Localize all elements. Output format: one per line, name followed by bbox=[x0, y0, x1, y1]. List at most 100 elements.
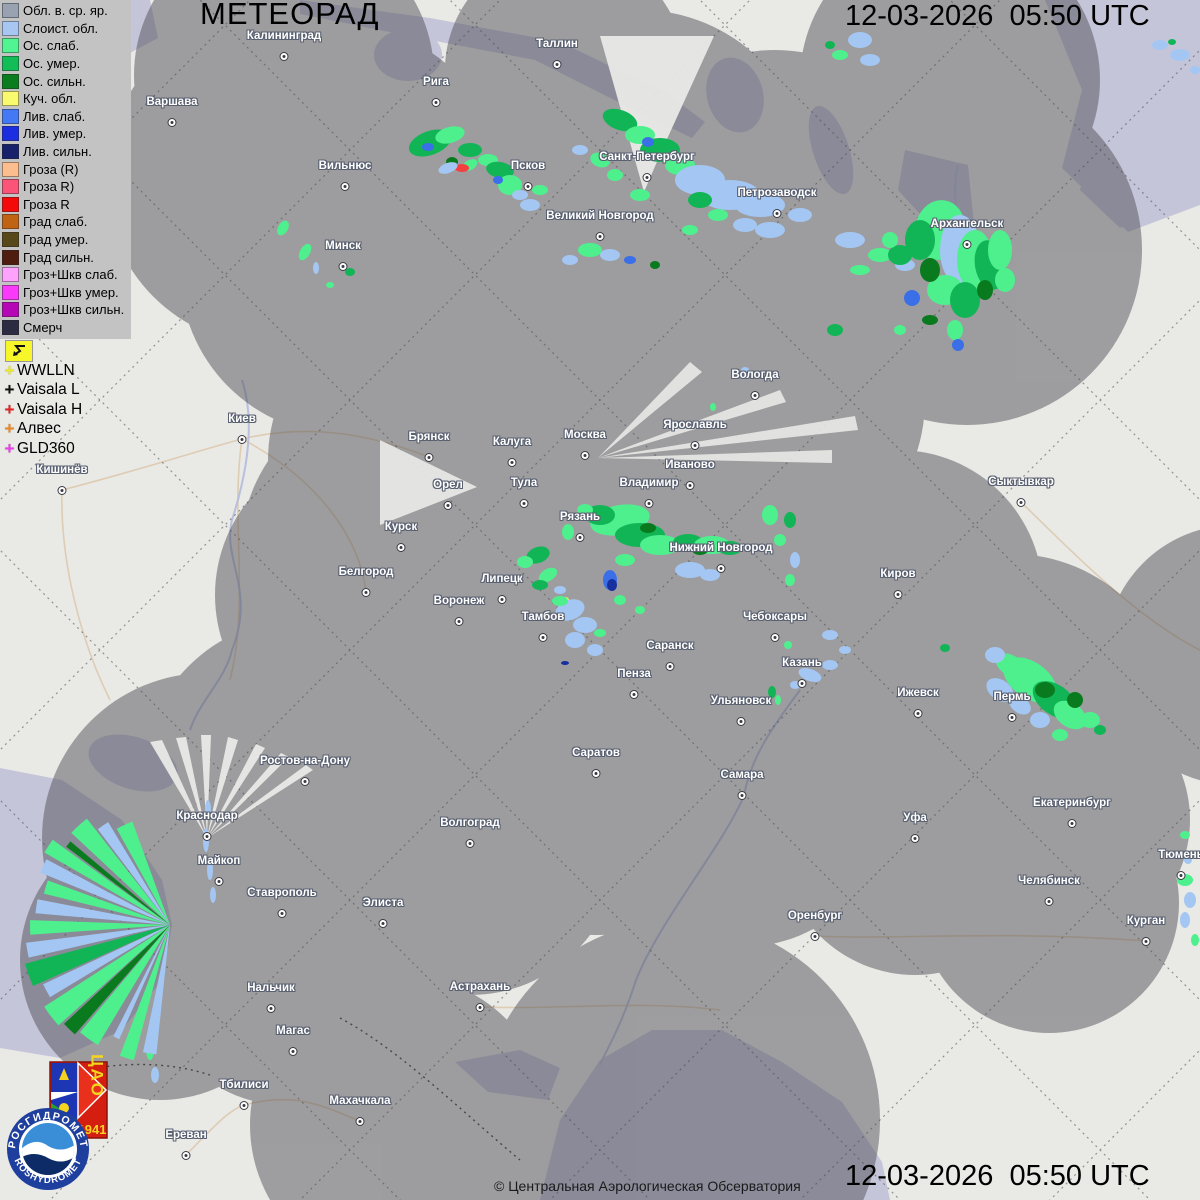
precip-spoke bbox=[97, 822, 170, 925]
precip-echo bbox=[790, 681, 800, 689]
legend-item: Смерч bbox=[2, 319, 131, 337]
precip-echo bbox=[1180, 831, 1190, 839]
precip-echo bbox=[277, 220, 289, 236]
radar-coverage-circle bbox=[480, 920, 880, 1200]
precip-echo bbox=[1152, 40, 1168, 50]
country-borders bbox=[59, 1017, 521, 1161]
precip-echo bbox=[718, 541, 742, 555]
precip-echo bbox=[572, 145, 588, 155]
legend-item: Гроз+Шкв слаб. bbox=[2, 266, 131, 284]
precip-echo bbox=[1184, 892, 1196, 908]
precip-echo bbox=[455, 164, 469, 172]
legend-label: Гроз+Шкв умер. bbox=[23, 284, 119, 300]
precip-spoke bbox=[113, 925, 170, 1040]
precip-echo bbox=[554, 586, 566, 594]
radar-coverage-circle bbox=[250, 975, 550, 1200]
precip-echo bbox=[561, 661, 569, 665]
precipitation-echoes bbox=[25, 32, 1200, 1083]
lightning-source-label: WWLLN bbox=[17, 361, 75, 379]
precip-echo bbox=[517, 556, 533, 568]
beam-blockage-wedges bbox=[150, 36, 858, 838]
precip-echo bbox=[573, 617, 597, 633]
precip-echo bbox=[520, 199, 540, 211]
precip-echo bbox=[1168, 39, 1176, 45]
legend-item: Град слаб. bbox=[2, 213, 131, 231]
legend-swatch bbox=[2, 161, 19, 177]
legend-swatch bbox=[2, 302, 19, 318]
precip-echo bbox=[832, 50, 848, 60]
precip-echo bbox=[590, 152, 610, 168]
legend-label: Гроза R) bbox=[23, 179, 75, 195]
legend-label: Слоист. обл. bbox=[23, 20, 99, 36]
precip-spoke bbox=[71, 818, 170, 925]
precip-echo bbox=[860, 54, 880, 66]
precip-spoke bbox=[26, 925, 170, 958]
legend-item: Ос. умер. bbox=[2, 55, 131, 73]
legend-label: Гроза R bbox=[23, 196, 70, 212]
precip-echo bbox=[642, 137, 654, 147]
precip-echo bbox=[640, 535, 680, 555]
legend-item: Куч. обл. bbox=[2, 90, 131, 108]
legend-swatch bbox=[2, 108, 19, 124]
radar-coverage-circle bbox=[310, 210, 610, 510]
legend-label: Куч. обл. bbox=[23, 91, 77, 107]
precip-echo bbox=[977, 280, 993, 300]
precip-echo bbox=[1067, 692, 1083, 708]
lightning-source-item: + Алвес bbox=[2, 419, 82, 440]
radar-coverage-circle bbox=[134, 0, 434, 225]
blockage-wedge bbox=[207, 753, 289, 838]
precip-echo bbox=[755, 222, 785, 238]
lightning-source-label: Vaisala H bbox=[17, 400, 83, 418]
precip-echo bbox=[947, 320, 963, 340]
legend-swatch bbox=[2, 38, 19, 54]
precip-echo bbox=[905, 220, 935, 260]
legend-label: Лив. слаб. bbox=[23, 108, 86, 124]
precip-echo bbox=[498, 175, 522, 195]
precip-echo bbox=[635, 606, 645, 614]
precip-spoke bbox=[30, 920, 170, 935]
precip-echo bbox=[1053, 700, 1087, 730]
precip-echo bbox=[512, 190, 528, 200]
precip-echo bbox=[615, 554, 635, 566]
blockage-wedge bbox=[598, 450, 832, 463]
timestamp-bottom: 12-03-2026 05:50 UTC bbox=[845, 1160, 1150, 1192]
precip-echo bbox=[538, 567, 558, 583]
blockage-wedge bbox=[207, 744, 265, 838]
precip-echo bbox=[688, 192, 712, 208]
radar-coverage-circle bbox=[175, 25, 505, 355]
precip-echo bbox=[741, 367, 749, 373]
precip-echo bbox=[1009, 695, 1031, 715]
legend-swatch bbox=[2, 196, 19, 212]
legend-label: Гроз+Шкв сильн. bbox=[23, 302, 125, 318]
precip-echo bbox=[848, 32, 872, 48]
precip-echo bbox=[345, 268, 355, 276]
precip-echo bbox=[607, 579, 617, 591]
precip-echo bbox=[1191, 934, 1199, 946]
precip-echo bbox=[640, 523, 656, 533]
precip-echo bbox=[835, 232, 865, 248]
precip-echo bbox=[822, 630, 838, 640]
precip-echo bbox=[1190, 66, 1200, 74]
legend-item: Гроза R) bbox=[2, 178, 131, 196]
precip-echo bbox=[630, 189, 650, 201]
precip-echo bbox=[784, 512, 796, 528]
legend-swatch bbox=[2, 179, 19, 195]
plus-marker-icon: + bbox=[4, 399, 15, 419]
precip-spoke bbox=[116, 821, 170, 925]
blockage-wedge bbox=[380, 440, 477, 525]
radar-coverage-circle bbox=[605, 50, 945, 390]
precip-echo bbox=[1184, 856, 1192, 864]
precip-echo bbox=[1177, 874, 1193, 886]
legend-label: Обл. в. ср. яр. bbox=[23, 3, 108, 19]
precip-echo bbox=[682, 225, 698, 235]
legend-item: Лив. умер. bbox=[2, 125, 131, 143]
precip-echo bbox=[733, 218, 757, 232]
timestamp-top: 12-03-2026 05:50 UTC bbox=[845, 0, 1150, 32]
precip-echo bbox=[565, 632, 585, 648]
map-roads bbox=[61, 430, 1200, 1156]
legend-swatch bbox=[2, 284, 19, 300]
precip-spoke bbox=[80, 925, 170, 1045]
precip-echo bbox=[825, 41, 835, 49]
legend-label: Град сильн. bbox=[23, 249, 94, 265]
